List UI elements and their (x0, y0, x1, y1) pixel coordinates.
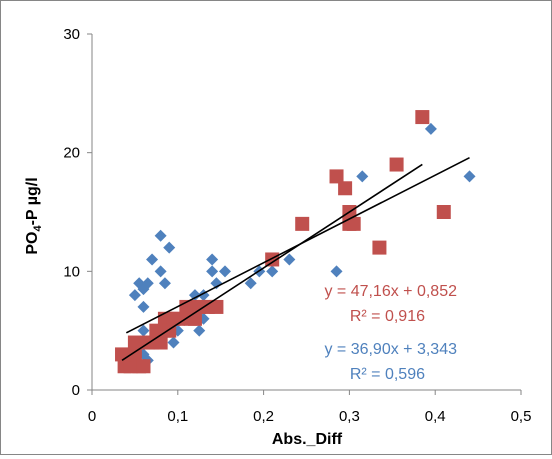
equation-annotations: y = 47,16x + 0,852 R² = 0,916 y = 36,90x +… (324, 283, 457, 383)
trendline (125, 156, 470, 334)
square-point (372, 240, 387, 255)
diamond-point (188, 289, 201, 302)
square-point (329, 169, 344, 184)
diamond-point (206, 253, 219, 266)
square-point (153, 335, 168, 350)
square-point (436, 205, 451, 219)
diamond-point (137, 324, 150, 337)
trendline (121, 163, 423, 361)
square-point (209, 299, 224, 314)
diamond-point (424, 122, 437, 135)
diamond-point (163, 241, 176, 254)
diamond-point (330, 265, 343, 278)
y-axis-label-main: PO (24, 232, 41, 255)
trendline-equation: y = 47,16x + 0,852 (324, 283, 457, 300)
diamond-point (154, 229, 167, 242)
trendline-equation: R² = 0,596 (350, 366, 425, 383)
diamond-point (244, 277, 257, 290)
trendline-equation: R² = 0,916 (350, 308, 425, 325)
diamond-point (283, 253, 296, 266)
trendline-equation: y = 36,90x + 3,343 (324, 341, 457, 358)
y-axis-label-tail: -P µg/l (24, 177, 41, 225)
diamond-point (158, 277, 171, 290)
square-point (136, 359, 151, 374)
diamond-point (154, 265, 167, 278)
x-axis-label: Abs._Diff (272, 431, 343, 448)
diamond-point (266, 265, 279, 278)
diamond-point (463, 170, 476, 183)
diamond-point (141, 277, 154, 290)
x-tick-label: 0 (88, 408, 96, 425)
y-tick-label: 20 (63, 145, 80, 162)
x-tick-label: 0,5 (511, 408, 532, 425)
y-tick-label: 10 (63, 263, 80, 280)
diamond-point (206, 265, 219, 278)
square-point (127, 335, 142, 350)
diamond-point (137, 300, 150, 313)
diamond-point (193, 324, 206, 337)
x-tick-label: 0,1 (167, 408, 188, 425)
trendlines (121, 156, 470, 361)
x-tick-label: 0,4 (425, 408, 446, 425)
square-point (295, 216, 310, 231)
x-tick-label: 0,3 (339, 408, 360, 425)
x-tick-label: 0,2 (253, 408, 274, 425)
diamond-point (356, 170, 369, 183)
square-point (127, 347, 142, 362)
y-axis-label: PO4-P µg/l (24, 177, 44, 254)
data-points (115, 110, 476, 374)
square-point (346, 216, 361, 231)
y-axis-label-subscript: 4 (32, 225, 44, 232)
y-tick-label: 30 (63, 26, 80, 43)
square-point (415, 110, 430, 125)
diamond-point (167, 336, 180, 349)
diamond-point (146, 253, 159, 266)
diamond-point (218, 265, 231, 278)
square-point (338, 181, 353, 196)
axes: 0 10 20 30 0 0,1 0,2 0,3 0,4 0,5 (63, 26, 531, 425)
square-point (389, 157, 404, 172)
y-tick-label: 0 (72, 382, 80, 399)
diamond-point (128, 289, 141, 302)
